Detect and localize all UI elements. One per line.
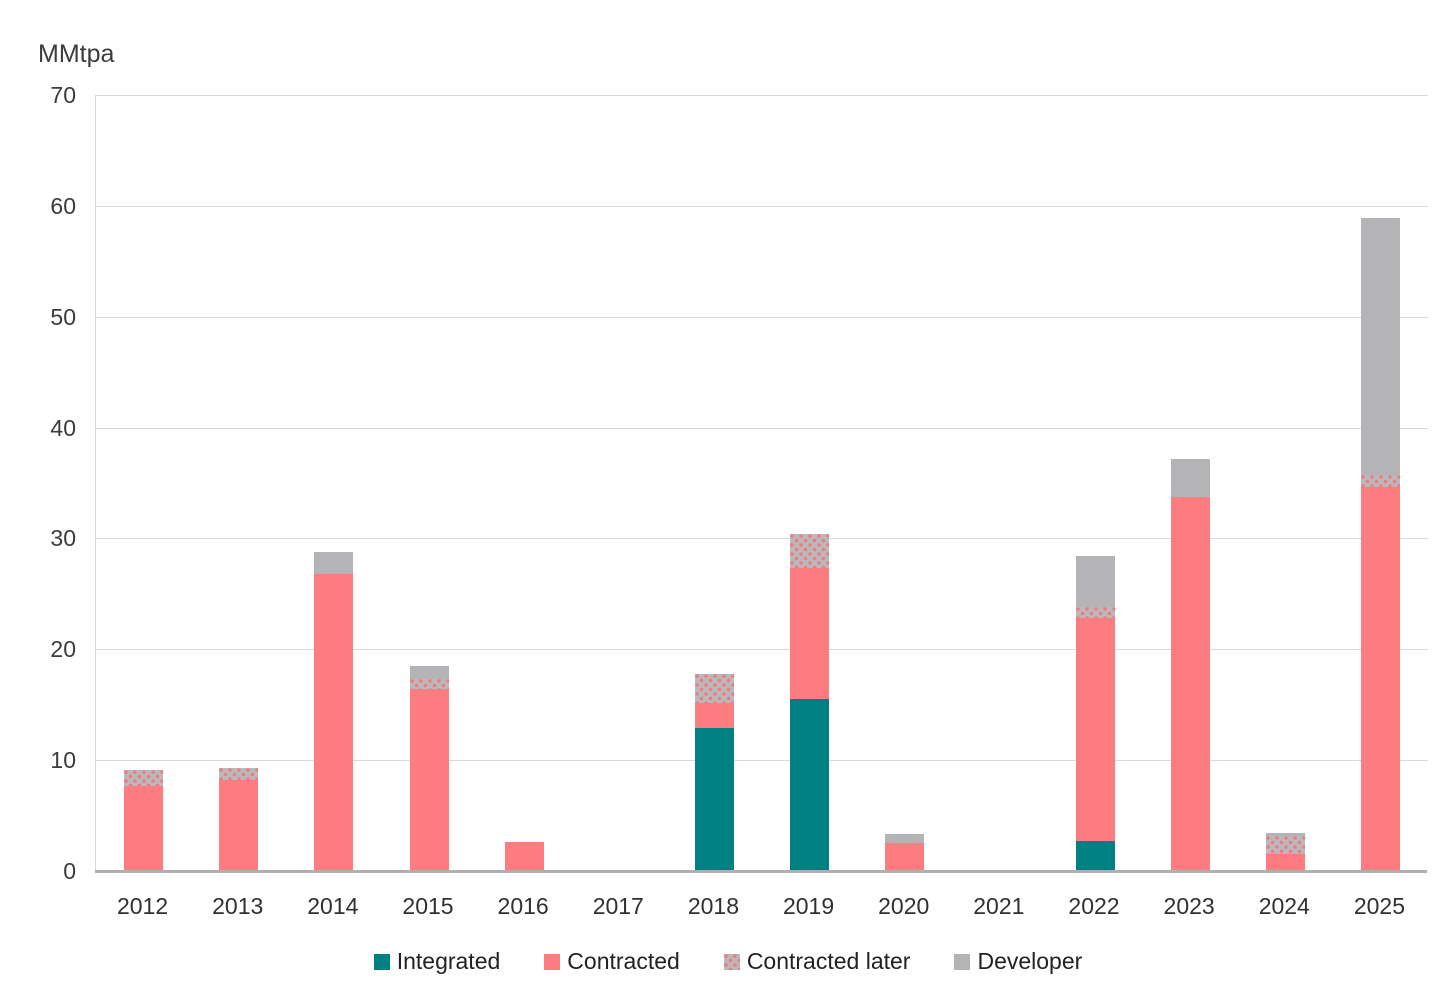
x-axis-tick-label: 2018 bbox=[687, 893, 739, 919]
bar-segment-developer bbox=[885, 834, 925, 844]
bar-segment-integrated bbox=[1075, 841, 1115, 871]
bar-segment-developer bbox=[1170, 458, 1210, 498]
chart-title: MMtpa bbox=[38, 40, 115, 68]
bar-2018 bbox=[694, 95, 734, 871]
x-axis-tick-label: 2016 bbox=[497, 893, 549, 919]
gridline bbox=[96, 538, 1428, 540]
bar-2016 bbox=[504, 95, 544, 871]
bar-segment-contracted-later bbox=[1265, 835, 1305, 855]
x-axis-tick-label: 2025 bbox=[1353, 893, 1405, 919]
x-axis-tick-label: 2013 bbox=[212, 893, 264, 919]
gridline bbox=[96, 760, 1428, 762]
bar-2021 bbox=[980, 95, 1019, 871]
bar-segment-contracted bbox=[694, 702, 734, 728]
bar-segment-contracted bbox=[885, 843, 925, 871]
bar-2013 bbox=[219, 95, 259, 871]
x-axis-tick-label: 2021 bbox=[973, 893, 1025, 919]
gridline bbox=[96, 205, 1428, 207]
bar-segment-contracted bbox=[409, 689, 449, 871]
x-axis-tick-label: 2017 bbox=[592, 893, 644, 919]
y-axis-tick-label: 60 bbox=[50, 192, 76, 219]
bar-segment-developer bbox=[1360, 218, 1400, 476]
legend-swatch-contracted bbox=[544, 953, 561, 970]
bar-segment-contracted bbox=[314, 573, 354, 871]
gridline bbox=[96, 95, 1428, 96]
bar-segment-contracted-later bbox=[1360, 475, 1400, 488]
y-axis-tick-label: 40 bbox=[50, 414, 76, 441]
bar-segment-contracted-later bbox=[219, 767, 259, 781]
bar-segment-developer bbox=[1265, 833, 1305, 836]
legend-item-contracted-later: Contracted later bbox=[723, 948, 911, 975]
gridline bbox=[96, 427, 1428, 429]
y-axis-tick-label: 70 bbox=[50, 82, 76, 108]
legend-label: Contracted later bbox=[746, 948, 911, 974]
bar-segment-contracted-later bbox=[694, 673, 734, 703]
bar-2015 bbox=[409, 95, 449, 871]
y-axis-tick-label: 30 bbox=[50, 525, 76, 552]
bar-2017 bbox=[600, 95, 639, 871]
bar-2025 bbox=[1360, 95, 1400, 871]
bar-segment-contracted-later bbox=[409, 679, 449, 690]
legend-item-contracted: Contracted bbox=[544, 948, 680, 975]
bar-segment-contracted bbox=[1360, 487, 1400, 871]
bar-segment-developer bbox=[1075, 556, 1115, 608]
x-axis-line bbox=[95, 870, 1427, 873]
bar-2012 bbox=[124, 95, 164, 871]
bar-segment-contracted bbox=[1170, 497, 1210, 871]
bar-segment-integrated bbox=[790, 699, 830, 871]
y-axis-tick-label: 10 bbox=[50, 747, 76, 774]
legend-item-integrated: Integrated bbox=[373, 948, 501, 975]
bar-segment-developer bbox=[409, 665, 449, 680]
legend-swatch-developer bbox=[954, 953, 971, 970]
bar-segment-contracted-later bbox=[790, 534, 830, 569]
bar-segment-contracted bbox=[790, 568, 830, 700]
bar-segment-contracted bbox=[504, 842, 544, 871]
legend-swatch-integrated bbox=[373, 953, 390, 970]
legend-item-developer: Developer bbox=[954, 948, 1082, 975]
bar-segment-contracted-later bbox=[1075, 607, 1115, 619]
x-axis-tick-label: 2012 bbox=[116, 893, 169, 919]
y-axis-tick-label: 50 bbox=[50, 303, 76, 330]
x-axis-tick-label: 2014 bbox=[307, 893, 359, 919]
bar-segment-contracted-later bbox=[124, 770, 164, 786]
x-axis-tick-label: 2020 bbox=[878, 893, 930, 919]
bar-2024 bbox=[1265, 95, 1305, 871]
x-axis-tick-label: 2019 bbox=[782, 893, 835, 919]
x-axis-tick-label: 2022 bbox=[1068, 893, 1120, 919]
x-axis-tick-label: 2024 bbox=[1258, 893, 1310, 919]
bar-segment-contracted bbox=[124, 785, 164, 871]
bar-segment-contracted bbox=[1265, 854, 1305, 871]
bar-segment-contracted bbox=[1075, 618, 1115, 842]
bar-segment-developer bbox=[314, 551, 354, 574]
legend: Integrated Contracted Contracted later Deve… bbox=[0, 948, 1456, 975]
gridline bbox=[96, 316, 1428, 318]
x-axis-tick-label: 2023 bbox=[1163, 893, 1215, 919]
plot-area bbox=[95, 95, 1428, 871]
y-axis-tick-label: 20 bbox=[50, 636, 76, 663]
gridline bbox=[96, 649, 1428, 651]
bar-segment-integrated bbox=[694, 728, 734, 871]
legend-label: Contracted bbox=[567, 948, 680, 974]
bar-segment-contracted bbox=[219, 780, 259, 871]
bar-2022 bbox=[1075, 95, 1115, 871]
legend-label: Developer bbox=[977, 948, 1083, 974]
bar-2014 bbox=[314, 95, 354, 871]
bar-2020 bbox=[885, 95, 925, 871]
legend-label: Integrated bbox=[396, 948, 501, 974]
x-axis-tick-label: 2015 bbox=[402, 893, 454, 919]
bar-2019 bbox=[790, 95, 830, 871]
y-axis-tick-label: 0 bbox=[63, 858, 76, 884]
bar-2023 bbox=[1170, 95, 1210, 871]
legend-swatch-contracted-later bbox=[723, 953, 740, 970]
